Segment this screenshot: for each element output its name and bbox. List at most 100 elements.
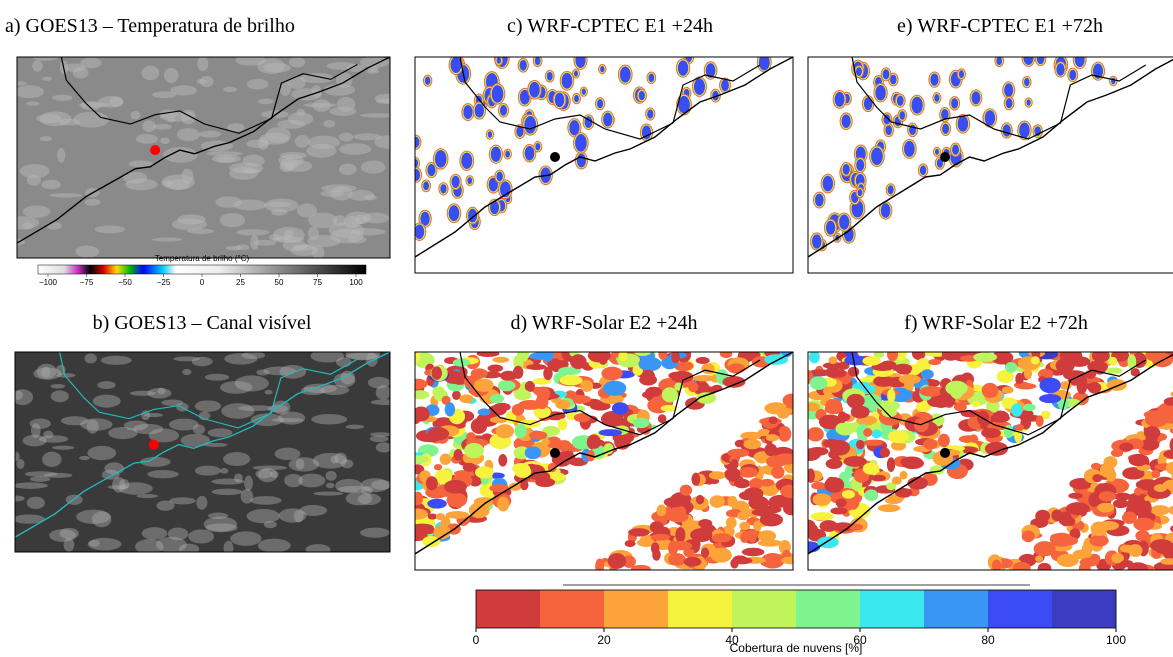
cloud: [27, 497, 45, 509]
cloud-patch: [739, 491, 758, 500]
cloud-cell: [520, 60, 527, 71]
cloud-cell: [555, 93, 565, 107]
cloud-patch: [662, 387, 678, 402]
map-panel: [405, 346, 805, 574]
cloud-patch: [651, 542, 659, 554]
cloud-cell: [500, 105, 507, 116]
cloud-patch: [542, 439, 550, 446]
cloud-cell: [574, 95, 579, 102]
cloud-cell: [1024, 78, 1029, 86]
cloud: [163, 147, 198, 163]
color-segment: [796, 590, 861, 628]
cloud-patch: [871, 475, 886, 482]
cloud-patch: [633, 418, 650, 428]
cloud-cell: [647, 109, 653, 118]
cloud-cell: [475, 104, 484, 118]
cloud-patch: [811, 482, 826, 490]
cloud-patch: [709, 495, 724, 508]
cloud-patch: [1015, 424, 1024, 431]
cloud-patch: [463, 463, 476, 472]
cloud-patch: [608, 553, 627, 569]
colorbar-label: Temperatura de brilho (°C): [155, 254, 250, 263]
cloud-cell: [575, 134, 587, 152]
cloud-patch: [767, 498, 789, 508]
cloud-cell: [600, 66, 604, 72]
cloud-patch: [725, 467, 741, 481]
cloud: [104, 462, 124, 474]
cloud-patch: [696, 495, 704, 505]
cloud: [195, 400, 221, 411]
cloud-patch: [696, 357, 710, 364]
cloud-patch: [1092, 474, 1102, 482]
cloud-patch: [712, 533, 732, 542]
cloud: [167, 118, 175, 122]
cloud-patch: [826, 459, 843, 469]
cloud-cell: [435, 150, 447, 167]
cloud-patch: [1023, 404, 1036, 411]
cloud: [247, 509, 281, 523]
panel-title: a) GOES13 – Temperatura de brilho: [5, 15, 295, 37]
cloud: [197, 56, 208, 71]
cloud: [25, 471, 57, 477]
cloud-cell: [904, 141, 915, 157]
cloud: [339, 133, 354, 142]
cloud: [195, 466, 221, 476]
cloud-cell: [524, 116, 536, 134]
cloud-cell: [952, 145, 959, 155]
map-panel: [5, 348, 402, 555]
cloud-patch: [758, 530, 776, 541]
cloud: [220, 213, 246, 227]
cloud: [289, 57, 305, 68]
cloud: [76, 510, 111, 524]
cloud-cell: [996, 57, 1002, 66]
cloud-cell: [603, 113, 612, 127]
panel-title: b) GOES13 – Canal visível: [93, 312, 312, 334]
cloud: [366, 353, 378, 367]
cloud: [226, 246, 243, 250]
cloud-patch: [668, 553, 685, 566]
cloud-patch: [1080, 558, 1099, 567]
cloud-patch: [1002, 386, 1014, 393]
cloud-patch: [954, 402, 967, 411]
cloud-patch: [945, 381, 967, 396]
cloud-cell: [871, 148, 883, 165]
cloud: [23, 205, 51, 218]
cloud-patch: [464, 443, 484, 458]
cloud-patch: [1011, 403, 1022, 416]
cloud: [275, 448, 301, 460]
cloud: [223, 87, 237, 92]
cloud-patch: [862, 356, 881, 366]
cloud-patch: [737, 511, 749, 520]
cloud-patch: [1111, 449, 1123, 457]
cloud-patch: [1106, 367, 1123, 373]
cloud: [242, 352, 266, 359]
cloud-patch: [863, 428, 872, 437]
cloud-patch: [887, 457, 895, 472]
cloud-patch: [471, 368, 488, 378]
cloud: [15, 85, 44, 98]
colorbar-label: Cobertura de nuvens [%]: [730, 641, 863, 655]
cloud: [304, 103, 337, 108]
tick-label: 0: [473, 633, 480, 647]
cloud: [42, 452, 61, 467]
cloud-patch: [971, 401, 980, 407]
cloud: [26, 101, 39, 105]
cloud-cell: [491, 147, 501, 162]
cloud-patch: [807, 447, 828, 456]
tick-label: −100: [39, 278, 58, 287]
cloud-patch: [928, 359, 941, 365]
cloud-cell: [497, 57, 502, 64]
cloud-cell: [858, 189, 863, 196]
cloud-patch: [599, 429, 623, 436]
cloud-patch: [478, 408, 491, 415]
cloud-cell: [425, 77, 430, 85]
cloud-patch: [847, 394, 865, 408]
site-marker: [149, 440, 159, 450]
cloud-cell: [835, 92, 845, 107]
cloud: [323, 84, 355, 96]
cloud-patch: [836, 498, 847, 507]
tick-label: 0: [200, 278, 205, 287]
cloud-cell: [839, 214, 849, 229]
cloud: [208, 428, 233, 437]
cloud-patch: [1097, 503, 1114, 513]
